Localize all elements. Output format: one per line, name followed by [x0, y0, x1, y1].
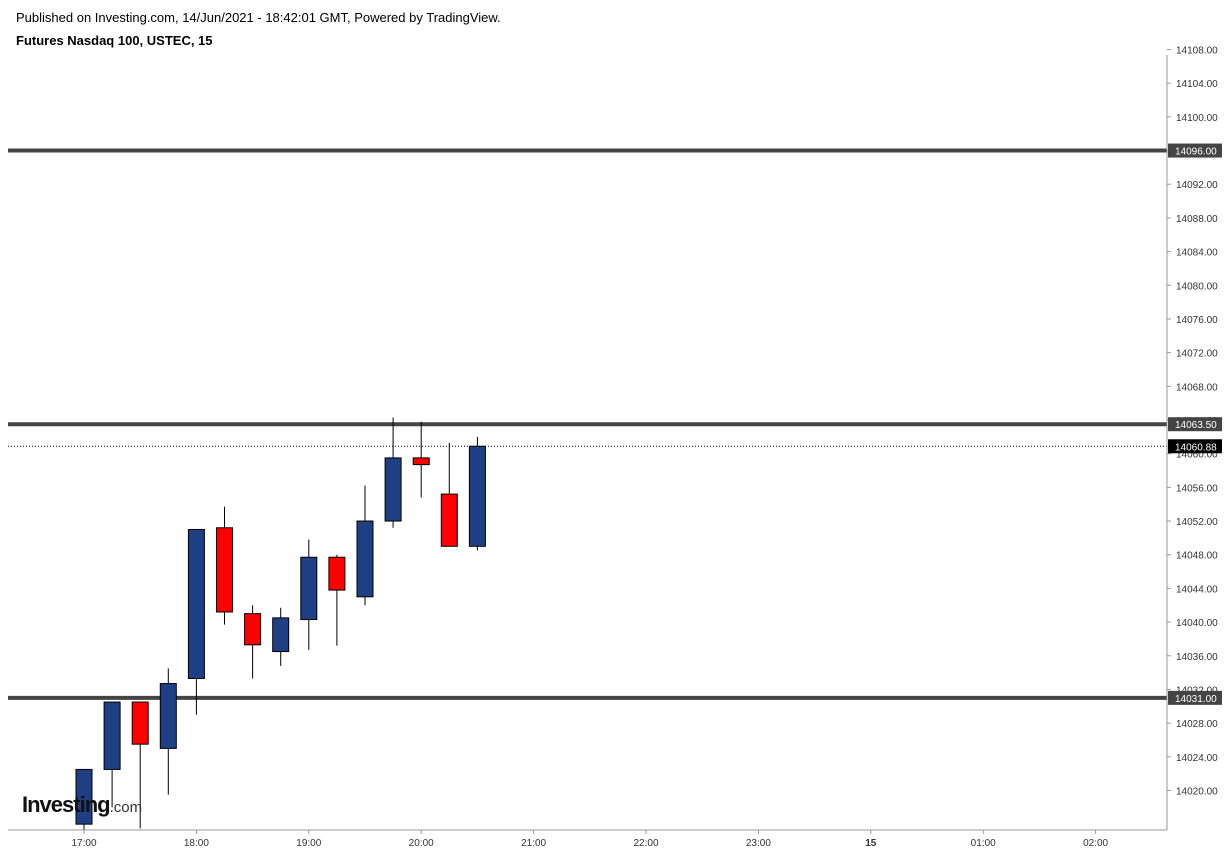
price-tick-label: 14048.00 [1176, 551, 1218, 562]
price-tick-label: 14052.00 [1176, 517, 1218, 528]
price-tick-label: 14036.00 [1176, 652, 1218, 663]
price-tick-label: 14100.00 [1176, 113, 1218, 124]
level-price-label: 14031.00 [1175, 694, 1217, 705]
axes: 14020.0014024.0014028.0014032.0014036.00… [8, 46, 1218, 849]
time-tick-label: 21:00 [521, 838, 546, 849]
price-tick-label: 14056.00 [1176, 483, 1218, 494]
price-tick-label: 14020.00 [1176, 786, 1218, 797]
published-info: Published on Investing.com, 14/Jun/2021 … [16, 10, 501, 25]
candle-up-body [300, 556, 318, 621]
price-tick-label: 14104.00 [1176, 79, 1218, 90]
candle-down-body [131, 701, 149, 745]
candle-up-body [384, 457, 402, 522]
level-price-label-bg [1168, 417, 1222, 432]
candle-down-body [412, 457, 430, 466]
price-tick-label: 14088.00 [1176, 214, 1218, 225]
time-tick-label: 18:00 [184, 838, 209, 849]
price-tick-label: 14028.00 [1176, 719, 1218, 730]
time-tick-label: 22:00 [633, 838, 658, 849]
candle-down-body [216, 527, 233, 613]
candle-up-body [159, 683, 177, 749]
last-price-label: 14060.88 [1175, 442, 1217, 453]
time-tick-label: 23:00 [746, 838, 771, 849]
price-tick-label: 14024.00 [1176, 753, 1218, 764]
time-tick-label: 20:00 [409, 838, 434, 849]
level-price-label-bg [1168, 690, 1222, 705]
level-price-label: 14063.50 [1175, 420, 1217, 431]
candle-up-body [75, 768, 93, 825]
price-tick-label: 14068.00 [1176, 382, 1218, 393]
candle-up-body [468, 445, 486, 547]
investing-logo: Investing.com [22, 792, 142, 818]
candle-up-body [187, 528, 205, 679]
price-tick-label: 14072.00 [1176, 349, 1218, 360]
price-tick-label: 14084.00 [1176, 248, 1218, 259]
horizontal-levels [8, 148, 1167, 700]
level-price-label: 14096.00 [1175, 147, 1217, 158]
logo-suffix: .com [109, 799, 143, 816]
last-price-label-bg [1168, 439, 1222, 454]
time-tick-label: 17:00 [71, 838, 96, 849]
price-tick-label: 14080.00 [1176, 281, 1218, 292]
logo-name: Investing [22, 792, 111, 817]
time-tick-label: 01:00 [971, 838, 996, 849]
level-price-label-bg [1168, 143, 1222, 158]
candle-up-body [272, 617, 290, 653]
candle-down-body [328, 556, 346, 591]
price-tick-label: 14092.00 [1176, 180, 1218, 191]
candle-down-body [244, 613, 262, 646]
price-tick-label: 14108.00 [1176, 46, 1218, 57]
price-tick-label: 14040.00 [1176, 618, 1218, 629]
price-tick-label: 14076.00 [1176, 315, 1218, 326]
symbol-title: Futures Nasdaq 100, USTEC, 15 [16, 33, 213, 48]
time-tick-label: 19:00 [296, 838, 321, 849]
time-tick-label: 02:00 [1083, 838, 1108, 849]
price-labels: 14096.00 14063.50 14031.00 14060.88 [1168, 143, 1222, 705]
price-tick-label: 14060.00 [1176, 450, 1218, 461]
price-tick-label: 14044.00 [1176, 584, 1218, 595]
candle-up-body [103, 701, 121, 770]
candles [75, 417, 486, 830]
candle-down-body [440, 493, 458, 547]
time-tick-label: 15 [865, 838, 877, 849]
candle-up-body [356, 520, 374, 598]
